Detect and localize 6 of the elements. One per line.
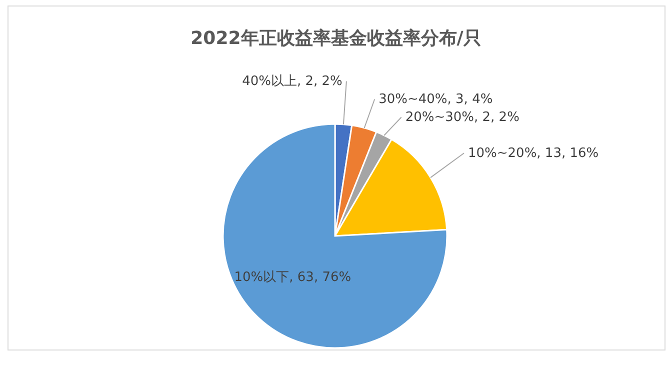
slice-label: 10%~20%, 13, 16% <box>468 146 599 162</box>
chart-title: 2022年正收益率基金收益率分布/只 <box>190 28 482 49</box>
slice-label: 40%以上, 2, 2% <box>242 74 342 90</box>
slice-label: 30%~40%, 3, 4% <box>378 92 493 108</box>
slice-label: 10%以下, 63, 76% <box>234 270 352 285</box>
slice-label: 20%~30%, 2, 2% <box>405 110 520 126</box>
